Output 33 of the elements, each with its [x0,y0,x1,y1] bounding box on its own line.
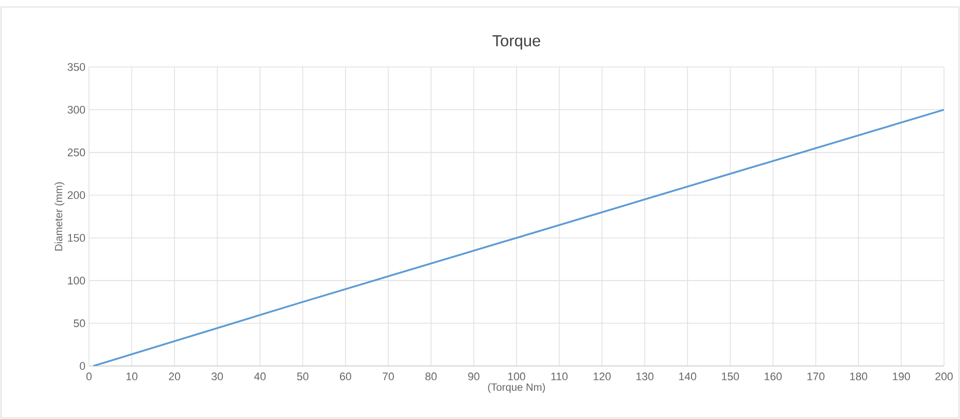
chart-title: Torque [492,35,540,50]
x-tick-label: 150 [722,372,739,380]
x-tick-label: 110 [551,372,568,380]
x-tick-label: 120 [594,372,611,380]
y-tick-label: 0 [80,362,86,370]
line-series [92,108,944,366]
x-tick-label: 130 [636,372,654,380]
x-tick-label: 200 [935,372,953,380]
x-tick-label: 80 [425,372,437,380]
y-tick-label: 50 [74,319,86,328]
x-tick-label: 70 [382,372,394,380]
y-tick-label: 350 [68,63,86,71]
x-axis-title: (Torque Nm) [488,383,545,393]
x-tick-label: 160 [764,372,782,380]
y-axis-title: Diameter (mm) [54,182,64,251]
x-tick-label: 140 [679,372,696,380]
x-tick-label: 60 [340,372,352,380]
y-tick-label: 300 [68,106,86,114]
x-tick-label: 100 [508,372,526,380]
x-tick-label: 40 [254,372,266,380]
x-tick-label: 90 [468,372,480,380]
y-tick-label: 100 [68,276,86,284]
x-tick-label: 10 [126,372,138,380]
x-tick-label: 190 [892,372,910,380]
y-tick-label: 200 [68,191,86,200]
y-tick-label: 250 [68,148,86,156]
y-tick-label: 150 [68,234,86,242]
x-tick-label: 0 [86,372,92,380]
x-tick-label: 20 [168,372,180,380]
x-tick-label: 30 [212,372,223,380]
x-tick-label: 170 [807,372,824,380]
x-tick-label: 50 [297,372,308,380]
x-tick-label: 180 [850,372,868,380]
